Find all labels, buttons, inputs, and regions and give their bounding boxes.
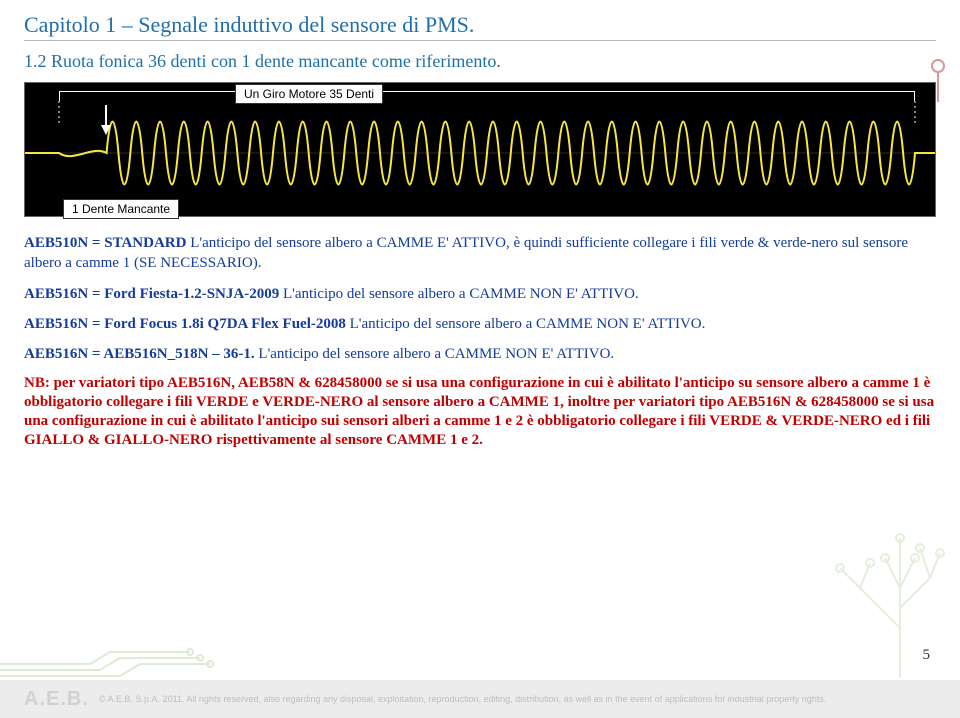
oscilloscope-waveform: Un Giro Motore 35 Denti 1 Dente Mancante: [24, 82, 936, 217]
body-text: AEB510N = STANDARD L'anticipo del sensor…: [24, 233, 936, 449]
page-number: 5: [923, 647, 931, 664]
para-body: L'anticipo del sensore albero a CAMME NO…: [346, 316, 706, 332]
paragraph-aeb510n: AEB510N = STANDARD L'anticipo del sensor…: [24, 233, 936, 274]
para-body: L'anticipo del sensore albero a CAMME NO…: [279, 286, 639, 302]
paragraph-nb: NB: per variatori tipo AEB516N, AEB58N &…: [24, 374, 936, 449]
footer-bar: A.E.B. © A.E.B. S.p.A. 2011. All rights …: [0, 680, 960, 718]
footer-logo: A.E.B.: [24, 688, 89, 711]
nb-body: per variatori tipo AEB516N, AEB58N & 628…: [24, 375, 934, 447]
missing-tooth-arrow-icon: [99, 105, 113, 135]
para-label: AEB510N = STANDARD: [24, 235, 186, 251]
missing-tooth-label: 1 Dente Mancante: [63, 199, 179, 219]
paragraph-aeb516n-518n: AEB516N = AEB516N_518N – 36-1. L'anticip…: [24, 344, 936, 364]
para-label: AEB516N = Ford Focus 1.8i Q7DA Flex Fuel…: [24, 316, 346, 332]
document-page: Capitolo 1 – Segnale induttivo del senso…: [0, 0, 960, 718]
para-label: AEB516N = AEB516N_518N – 36-1.: [24, 346, 255, 362]
paragraph-aeb516n-fiesta: AEB516N = Ford Fiesta-1.2-SNJA-2009 L'an…: [24, 284, 936, 304]
nb-label: NB:: [24, 375, 50, 391]
pcb-traces-decoration-icon: [0, 644, 220, 684]
section-subtitle: 1.2 Ruota fonica 36 denti con 1 dente ma…: [24, 51, 936, 72]
footer-copyright: © A.E.B. S.p.A. 2011. All rights reserve…: [99, 694, 826, 704]
chapter-title: Capitolo 1 – Segnale induttivo del senso…: [24, 12, 936, 41]
para-label: AEB516N = Ford Fiesta-1.2-SNJA-2009: [24, 286, 279, 302]
waveform-svg: [25, 83, 935, 218]
para-body: L'anticipo del sensore albero a CAMME NO…: [255, 346, 615, 362]
paragraph-aeb516n-focus: AEB516N = Ford Focus 1.8i Q7DA Flex Fuel…: [24, 314, 936, 334]
